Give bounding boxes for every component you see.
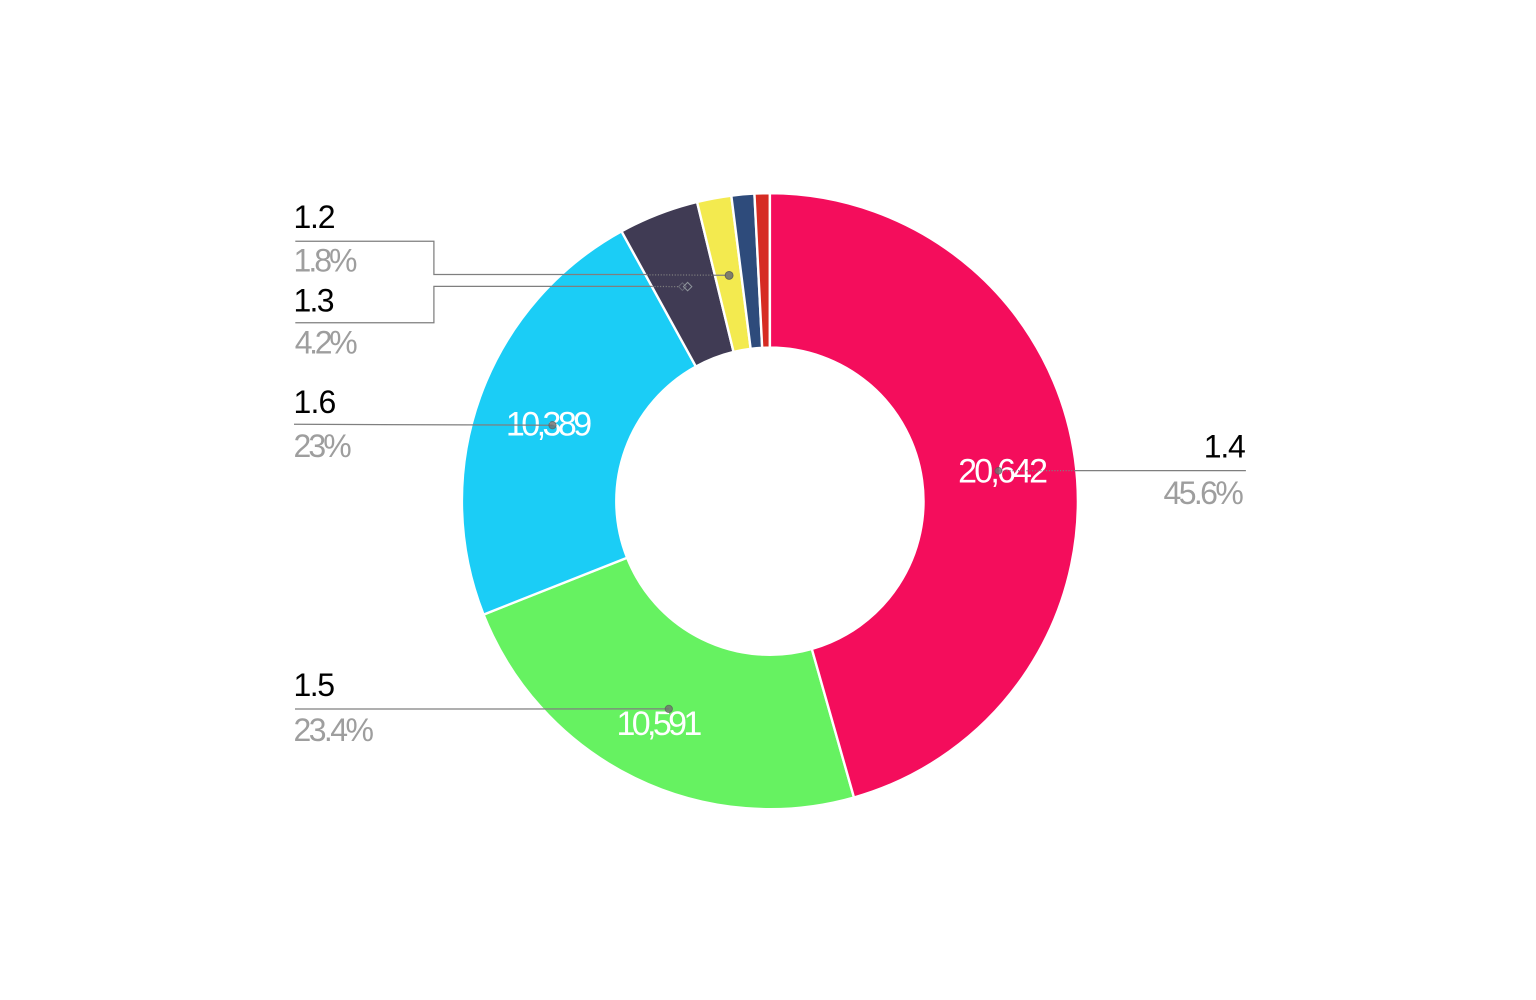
svg-text:10,591: 10,591 <box>617 705 703 743</box>
svg-text:4.2%: 4.2% <box>295 324 358 360</box>
svg-text:1.8%: 1.8% <box>294 242 358 278</box>
svg-text:45.6%: 45.6% <box>1164 475 1244 511</box>
svg-text:1.5: 1.5 <box>294 667 336 703</box>
svg-text:1.4: 1.4 <box>1204 429 1246 465</box>
svg-text:20,642: 20,642 <box>958 453 1048 491</box>
svg-text:1.6: 1.6 <box>294 384 337 420</box>
svg-text:23.4%: 23.4% <box>294 712 374 748</box>
svg-text:1.2: 1.2 <box>294 199 336 235</box>
svg-text:1.3: 1.3 <box>294 282 335 318</box>
svg-text:23%: 23% <box>294 428 352 464</box>
